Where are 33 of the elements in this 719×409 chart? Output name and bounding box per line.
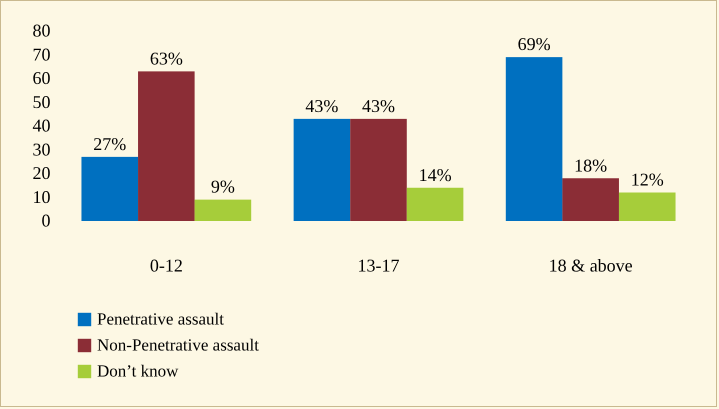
y-tick-label: 40 (32, 116, 50, 136)
data-label: 18% (574, 155, 608, 176)
y-tick-label: 0 (42, 210, 50, 230)
legend-label: Penetrative assault (97, 310, 224, 328)
y-tick-label: 20 (32, 163, 50, 183)
data-label: 12% (630, 170, 664, 190)
data-label: 14% (418, 164, 452, 185)
bar (81, 156, 138, 221)
bar (194, 200, 252, 221)
y-tick-label: 30 (32, 139, 50, 160)
data-label: 43% (362, 96, 395, 116)
bar (618, 192, 676, 221)
data-label: 43% (305, 96, 338, 116)
legend-label: Non-Penetrative assault (97, 336, 260, 354)
legend-label: Don’t know (97, 362, 180, 380)
bar (350, 118, 407, 221)
data-label: 9% (210, 176, 235, 197)
y-tick-label: 80 (32, 20, 50, 40)
bar (138, 71, 195, 221)
bar (562, 178, 619, 221)
data-label: 63% (150, 48, 183, 68)
x-tick-label: 18 & above (548, 256, 633, 276)
y-tick-label: 10 (32, 186, 50, 207)
bar (506, 57, 562, 221)
data-label: 27% (93, 134, 126, 154)
bar (294, 118, 350, 221)
x-tick-label: 0-12 (150, 256, 183, 276)
bar (406, 188, 464, 221)
data-label: 69% (518, 34, 551, 54)
y-tick-label: 70 (32, 44, 50, 64)
y-tick-label: 50 (32, 92, 50, 112)
x-tick-label: 13-17 (358, 256, 400, 276)
y-tick-label: 60 (32, 68, 50, 88)
